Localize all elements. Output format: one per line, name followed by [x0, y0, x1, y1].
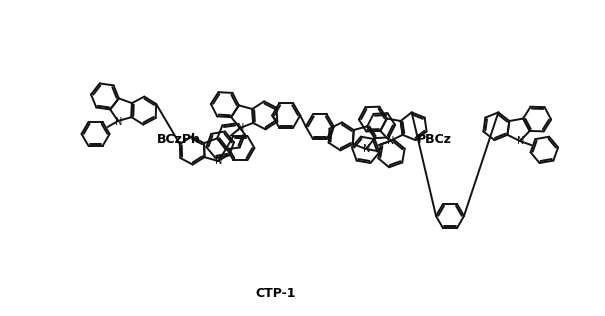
- Text: N: N: [387, 137, 394, 146]
- Text: CTP-1: CTP-1: [255, 287, 295, 301]
- Text: N: N: [115, 117, 122, 126]
- Text: BCzPh: BCzPh: [157, 132, 200, 146]
- Text: N: N: [237, 124, 244, 133]
- Text: N: N: [363, 144, 370, 154]
- Text: N: N: [517, 136, 525, 146]
- Text: N: N: [215, 156, 223, 166]
- Text: PBCz: PBCz: [417, 132, 452, 146]
